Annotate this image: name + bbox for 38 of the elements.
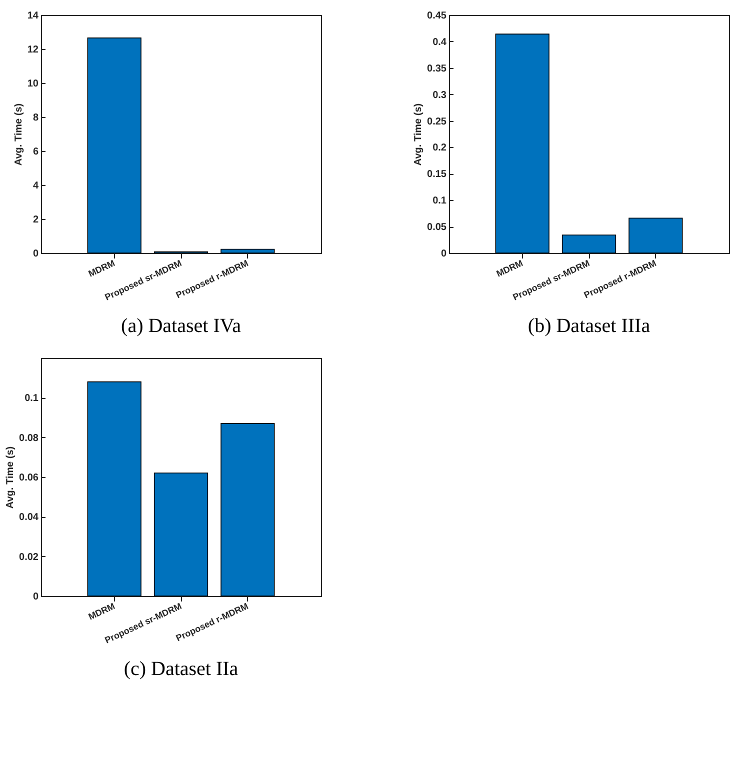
y-tick-label: 0.15 — [427, 169, 447, 180]
bar — [87, 38, 142, 254]
y-tick-label: 0.2 — [432, 142, 447, 154]
y-tick-label: 2 — [32, 214, 39, 226]
y-tick-label: 0.25 — [427, 116, 447, 128]
y-tick-label: 10 — [27, 78, 39, 90]
bar — [220, 248, 275, 254]
y-tick-label: 0.08 — [19, 432, 39, 444]
y-tick-label: 0.4 — [432, 36, 447, 48]
y-tick-label: 0 — [32, 248, 39, 260]
text: (c) Dataset IIa — [124, 658, 238, 680]
text: (a) Dataset IVa — [121, 314, 242, 337]
y-tick-label: 8 — [32, 112, 39, 124]
bar — [220, 423, 275, 596]
y-tick-label: 0 — [32, 592, 39, 602]
bar — [562, 234, 616, 254]
y-tick-label: 0.45 — [427, 10, 447, 22]
y-tick-label: 0.04 — [19, 512, 39, 524]
bar — [87, 381, 142, 596]
y-axis-title: Avg. Time (s) — [413, 103, 424, 166]
y-tick-label: 6 — [32, 146, 39, 158]
y-tick-label: 0.3 — [432, 90, 447, 101]
y-tick-label: 4 — [32, 180, 39, 192]
y-tick-label: 14 — [27, 10, 39, 22]
y-tick-label: 0.1 — [432, 196, 447, 207]
y-tick-label: 0.02 — [19, 552, 39, 563]
bar — [628, 218, 683, 254]
y-tick-label: 0 — [440, 248, 447, 260]
y-axis-title: Avg. Time (s) — [5, 446, 16, 509]
y-tick-label: 0.05 — [427, 222, 447, 234]
y-tick-label: 0.35 — [427, 63, 447, 74]
y-tick-label: 12 — [27, 44, 39, 56]
y-tick-label: 0.06 — [19, 472, 39, 484]
y-axis-title: Avg. Time (s) — [13, 103, 24, 166]
text: (b) Dataset IIIa — [528, 314, 650, 337]
bar — [154, 472, 208, 596]
y-tick-label: 0.1 — [24, 393, 39, 404]
bar — [495, 34, 550, 254]
